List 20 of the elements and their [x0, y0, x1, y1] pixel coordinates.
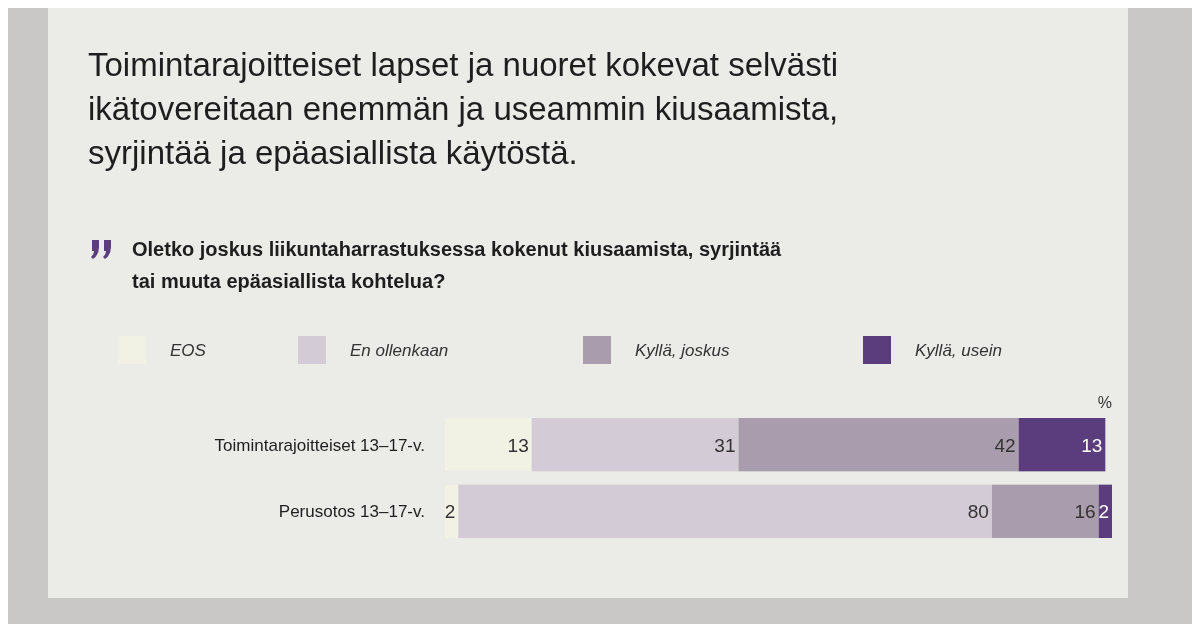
data-label: 13 — [507, 434, 529, 456]
data-label: 80 — [967, 501, 989, 523]
legend-label: Kyllä, usein — [915, 341, 1002, 360]
data-label: 16 — [1074, 501, 1096, 523]
legend-label: Kyllä, joskus — [635, 341, 730, 360]
data-label: 42 — [994, 434, 1016, 456]
text: % — [1097, 394, 1112, 411]
bar — [1018, 418, 1106, 472]
data-label: 13 — [1081, 434, 1103, 456]
y-tick-label: Toimintarajoitteiset 13–17-v. — [214, 435, 425, 455]
legend-label: EOS — [170, 341, 207, 360]
data-label: 2 — [444, 501, 456, 523]
chart-title: Toimintarajoitteiset lapset ja nuoret kokevat selvästi ikätovereitaan enemmän ja useammin kiusaamista, syrjintää ja epäasiallista käytöstä. — [88, 46, 839, 171]
bar — [738, 418, 1019, 472]
data-label: 31 — [714, 434, 736, 456]
chart-subtitle: Oletko joskus liikuntaharrastuksessa kokenut kiusaamista, syrjintää tai muuta epäasiallista kohtelua? — [132, 238, 783, 292]
y-tick-label: Perusotos 13–17-v. — [278, 502, 425, 522]
bar — [991, 484, 1099, 538]
data-label: 2 — [1098, 501, 1109, 523]
legend-label: En ollenkaan — [350, 341, 449, 360]
